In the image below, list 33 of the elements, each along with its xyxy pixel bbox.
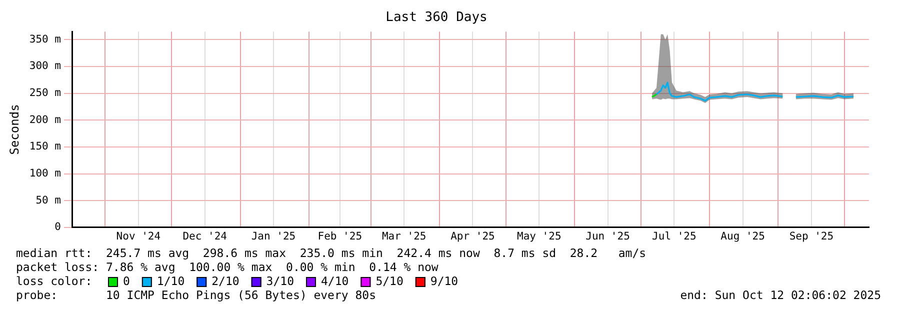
y-tick-label: 0 [54,221,62,234]
x-tick-label: Feb '25 [318,230,362,242]
x-tick-label: Nov '24 [116,230,161,242]
legend-label: 1/10 [156,274,185,288]
legend-title: loss color: [16,274,92,288]
legend-label: 3/10 [266,274,294,288]
y-tick-label: 200 m [29,114,62,126]
y-axis-title: Seconds [7,104,22,155]
x-tick-label: Sep '25 [789,230,834,242]
chart-title: Last 360 Days [386,10,488,26]
legend-label: 9/10 [430,274,458,288]
x-tick-label: Jul '25 [652,230,696,242]
x-tick-label: Mar '25 [382,230,426,242]
text: probe: 10 ICMP Echo Pings (56 Bytes) every 80s [16,288,376,302]
text: packet loss: 7.86 % avg 100.00 % max 0.00 % min 0.14 % now [16,260,438,274]
y-tick-label: 50 m [36,194,62,206]
y-tick-label: 350 m [29,33,62,46]
x-tick-label: Dec '24 [182,230,227,242]
y-tick-label: 300 m [29,60,62,72]
x-tick-label: Aug '25 [720,230,765,242]
x-tick-label: Apr '25 [450,230,495,242]
text: median rtt: 245.7 ms avg 298.6 ms max 235.0 ms min 242.4 ms now 8.7 ms sd 28.2 am/s [16,246,646,260]
y-tick-label: 100 m [29,167,62,180]
legend-label: 5/10 [376,274,404,288]
x-tick-label: May '25 [517,230,562,242]
text: end: Sun Oct 12 02:06:02 2025 [680,288,881,302]
legend-label: 4/10 [321,274,349,288]
y-tick-label: 250 m [29,87,62,100]
legend-label: 0 [123,274,130,288]
x-tick-label: Jan '25 [251,230,296,242]
y-tick-label: 150 m [29,140,62,153]
legend-label: 2/10 [212,274,240,288]
x-tick-label: Jun '25 [586,230,630,242]
